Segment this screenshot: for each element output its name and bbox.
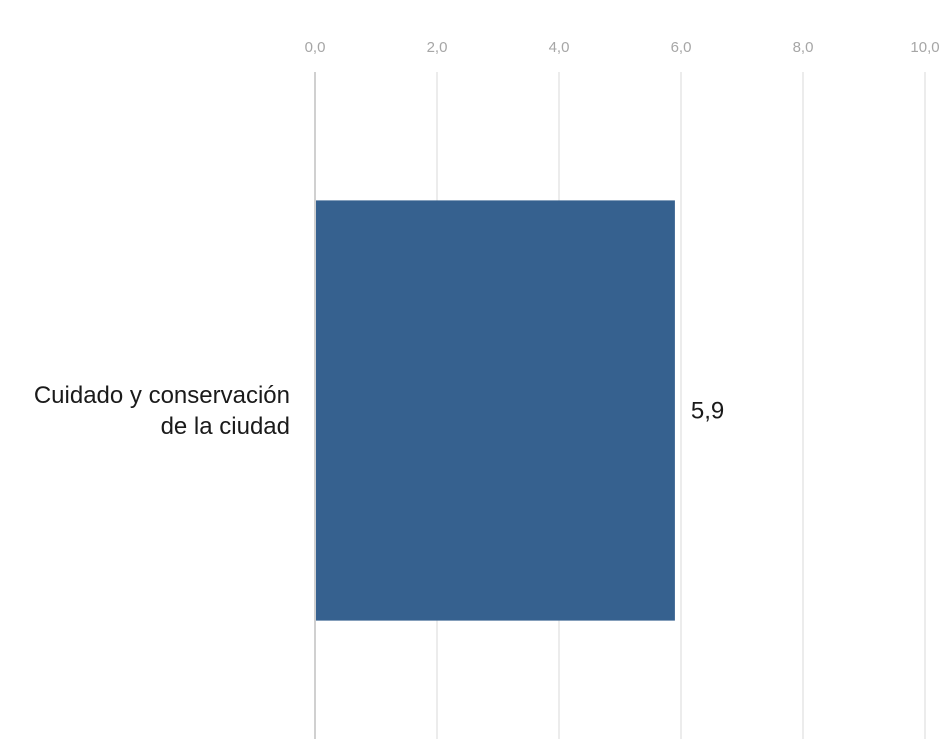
x-tick-label: 6,0 [671, 39, 692, 56]
x-tick-label: 0,0 [305, 39, 326, 56]
category-labels: Cuidado y conservación de la ciudad [34, 382, 290, 440]
x-axis-tick-labels: 0,0 2,0 4,0 6,0 8,0 10,0 [305, 39, 940, 56]
x-tick-label: 10,0 [910, 39, 939, 56]
bar [316, 200, 675, 621]
data-label: 5,9 [691, 398, 724, 425]
category-label: Cuidado y conservación [34, 382, 290, 409]
x-tick-label: 2,0 [427, 39, 448, 56]
value-labels: 5,9 [691, 398, 724, 425]
category-label: de la ciudad [161, 413, 290, 440]
x-tick-label: 4,0 [549, 39, 570, 56]
x-tick-label: 8,0 [793, 39, 814, 56]
bars [316, 200, 675, 621]
